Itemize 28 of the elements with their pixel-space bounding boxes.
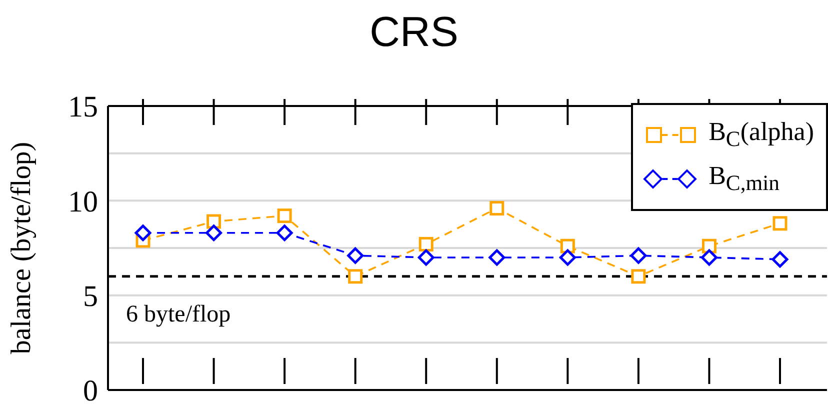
point [277, 208, 292, 224]
legend-label: B$_{C}$(alpha) [708, 117, 814, 153]
y-tick-label: 10 [68, 185, 98, 218]
point [488, 249, 506, 266]
point [418, 249, 434, 266]
point [490, 200, 504, 216]
point [560, 238, 575, 254]
y-tick-label: 15 [68, 90, 98, 124]
point [347, 247, 364, 264]
point [772, 251, 788, 268]
ref-line-label: 6 byte/flop [126, 301, 231, 328]
point [206, 224, 222, 242]
point [559, 249, 576, 266]
point [348, 269, 363, 284]
point [630, 247, 647, 264]
point [702, 238, 716, 254]
y-tick-label: 5 [83, 280, 98, 313]
chart-title: CRS [368, 8, 460, 56]
point [418, 236, 434, 252]
point [206, 214, 222, 229]
point [700, 249, 718, 266]
point [134, 224, 152, 242]
point [631, 269, 646, 284]
point [772, 216, 788, 231]
y-axis-title: balance (byte/flop) [6, 142, 37, 354]
y-tick-label: 0 [83, 374, 98, 404]
point [276, 224, 293, 242]
legend-label: B$_{C,min}$ [708, 161, 780, 197]
